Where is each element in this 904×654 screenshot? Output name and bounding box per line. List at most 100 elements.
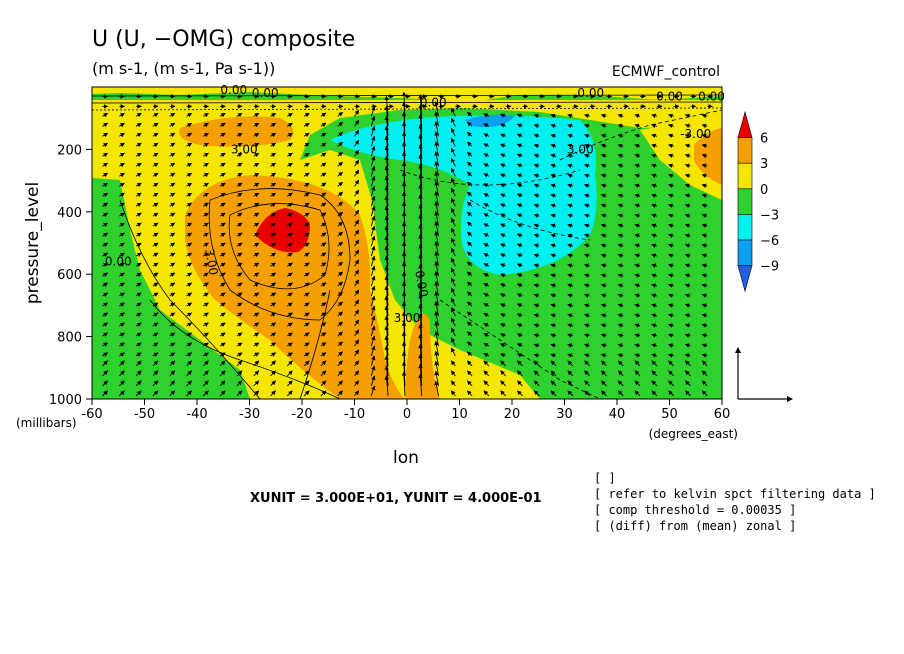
wind-vector xyxy=(119,212,125,218)
wind-vector xyxy=(169,242,176,247)
wind-vector xyxy=(152,332,159,337)
wind-vector xyxy=(152,312,159,317)
wind-vector xyxy=(651,380,658,387)
wind-vector xyxy=(516,353,523,358)
wind-vector xyxy=(219,360,226,367)
wind-vector xyxy=(667,203,674,208)
wind-vector xyxy=(169,380,176,387)
wind-vector xyxy=(102,192,109,198)
wind-vector xyxy=(236,222,243,228)
wind-vector xyxy=(500,253,506,258)
wind-vector xyxy=(320,370,327,377)
wind-vector xyxy=(354,209,360,217)
reference-vector xyxy=(735,347,793,402)
wind-vector xyxy=(354,329,360,337)
wind-vector xyxy=(651,143,658,149)
wind-vector xyxy=(583,323,590,328)
wind-vector xyxy=(533,193,540,198)
wind-vector xyxy=(236,272,243,277)
wind-vector xyxy=(303,252,310,257)
wind-vector xyxy=(169,252,176,257)
wind-vector xyxy=(102,332,109,337)
wind-vector xyxy=(684,183,691,188)
wind-vector xyxy=(668,370,675,377)
wind-vector xyxy=(600,183,607,188)
wind-vector xyxy=(102,262,109,267)
wind-vector xyxy=(533,333,540,338)
wind-vector xyxy=(169,192,176,198)
colorbar-label: −3 xyxy=(760,208,779,223)
wind-vector xyxy=(169,352,176,357)
wind-vector xyxy=(600,293,607,298)
wind-vector xyxy=(253,222,260,228)
wind-vector xyxy=(287,262,293,267)
wind-vector xyxy=(701,390,708,397)
wind-vector xyxy=(466,390,473,397)
wind-vector xyxy=(550,203,557,208)
wind-vector xyxy=(152,380,159,387)
colorbar-label: 0 xyxy=(760,183,768,198)
wind-vector xyxy=(253,282,260,287)
wind-vector xyxy=(219,390,226,397)
wind-vector xyxy=(354,279,360,287)
wind-vector xyxy=(337,301,344,307)
wind-vector xyxy=(466,281,473,287)
wind-vector xyxy=(219,192,226,198)
wind-vector xyxy=(253,322,260,327)
wind-vector xyxy=(236,172,243,178)
wind-vector xyxy=(583,243,590,248)
wind-vector xyxy=(253,252,260,257)
wind-vector xyxy=(287,152,293,158)
wind-vector xyxy=(119,142,125,148)
wind-vector xyxy=(219,342,226,347)
wind-vector xyxy=(634,263,641,268)
wind-vector xyxy=(583,223,590,228)
wind-vector xyxy=(550,370,557,377)
wind-vector xyxy=(500,390,507,397)
wind-vector xyxy=(287,332,293,337)
wind-vector xyxy=(651,293,658,298)
wind-vector xyxy=(701,323,708,328)
wind-vector xyxy=(135,342,142,347)
wind-vector xyxy=(651,203,658,208)
wind-vector xyxy=(634,333,641,338)
note-line-4: [ (diff) from (mean) zonal ] xyxy=(594,519,796,533)
wind-vector xyxy=(684,233,691,238)
note-line-2: [ refer to kelvin spct filtering data ] xyxy=(594,487,876,501)
wind-vector xyxy=(370,305,376,317)
wind-vector xyxy=(634,113,641,119)
wind-vector xyxy=(354,199,360,207)
wind-vector xyxy=(651,333,658,338)
wind-vector xyxy=(533,233,540,238)
wind-vector xyxy=(500,360,507,367)
wind-vector xyxy=(186,182,193,188)
wind-vector xyxy=(550,293,557,298)
wind-vector xyxy=(253,312,260,317)
colorbar: 6 3 0 −3 −6 −9 xyxy=(737,110,779,293)
wind-vector xyxy=(466,341,473,347)
wind-vector xyxy=(186,352,193,357)
wind-vector xyxy=(651,390,658,397)
wind-vector xyxy=(186,212,193,218)
wind-vector xyxy=(203,272,209,277)
wind-vector xyxy=(483,223,490,228)
wind-vector xyxy=(684,313,691,318)
wind-vector xyxy=(651,213,658,218)
wind-vector xyxy=(466,171,473,177)
wind-vector xyxy=(634,390,641,397)
wind-vector xyxy=(533,113,540,119)
wind-vector xyxy=(584,380,591,387)
wind-vector xyxy=(320,272,327,277)
wind-vector xyxy=(516,293,523,298)
wind-vector xyxy=(550,233,557,238)
wind-vector xyxy=(483,323,490,328)
wind-vector xyxy=(287,162,293,168)
wind-vector xyxy=(253,182,260,188)
wind-vector xyxy=(567,213,574,218)
wind-vector xyxy=(550,333,557,338)
wind-vector xyxy=(270,302,277,307)
wind-vector xyxy=(337,390,343,397)
wind-vector xyxy=(370,255,376,267)
wind-vector xyxy=(203,142,209,148)
wind-vector xyxy=(701,153,708,158)
